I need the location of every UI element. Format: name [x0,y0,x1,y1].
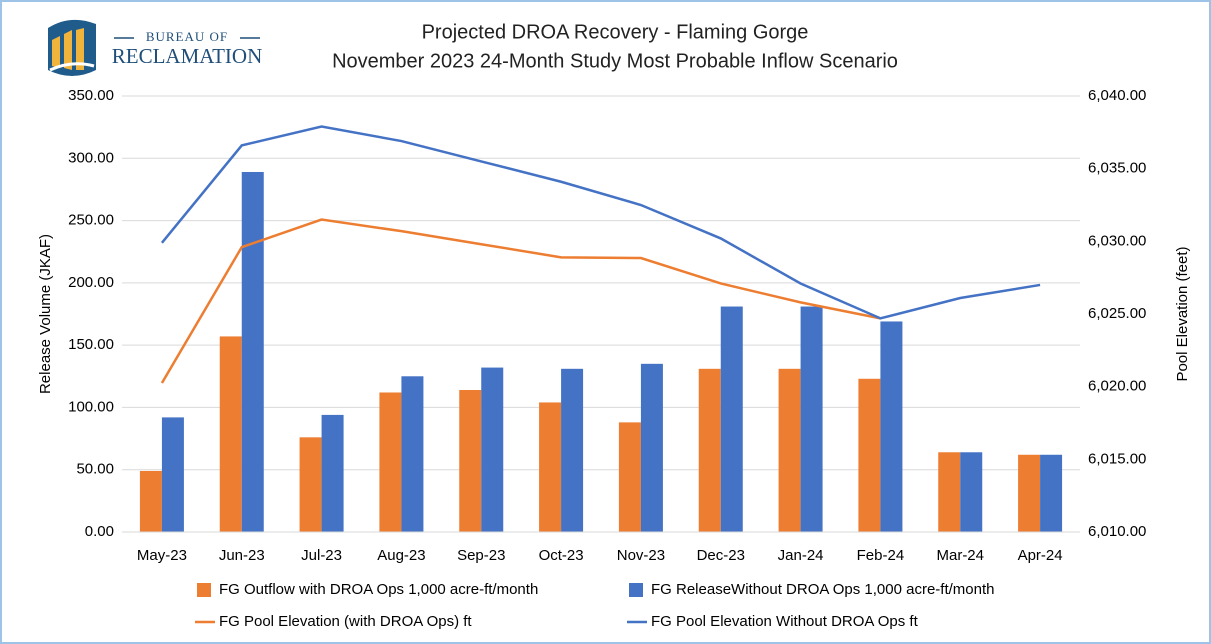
bar [858,378,881,532]
legend-swatch [629,583,643,597]
bar [379,392,402,532]
logo-line1: BUREAU OF [146,29,228,44]
y-tick-label: 350.00 [68,87,114,104]
x-tick-label: Mar-24 [936,547,984,564]
bar [299,437,322,532]
bar [720,306,743,532]
x-tick-label: Jul-23 [301,547,342,564]
bar [321,414,344,532]
logo: BUREAU OF RECLAMATION [48,19,263,76]
y-axis-label: Release Volume (JKAF) [37,234,54,394]
bar [561,368,584,532]
x-tick-label: Nov-23 [617,547,665,564]
y-tick-label: 200.00 [68,274,114,291]
bar [539,402,562,532]
x-tick-label: Jun-23 [219,547,265,564]
legend-swatch [197,583,211,597]
legend-label: FG ReleaseWithout DROA Ops 1,000 acre-ft… [651,581,994,598]
bar [880,321,903,532]
bar [800,306,823,532]
bar [618,422,641,532]
x-tick-label: Dec-23 [697,547,745,564]
legend-label: FG Outflow with DROA Ops 1,000 acre-ft/m… [219,581,538,598]
y-tick-label: 300.00 [68,149,114,166]
bar [778,368,801,532]
bar [1018,454,1041,532]
bar [139,470,162,532]
bar [640,363,663,532]
legend-label: FG Pool Elevation (with DROA Ops) ft [219,613,472,630]
x-tick-label: Oct-23 [539,547,584,564]
bar [459,389,482,532]
bar [938,452,961,532]
bar [401,376,424,532]
y2-tick-label: 6,010.00 [1088,523,1146,540]
legend-label: FG Pool Elevation Without DROA Ops ft [651,613,919,630]
bar [241,171,264,532]
bar [219,336,242,532]
x-tick-label: Jan-24 [778,547,824,564]
y2-tick-label: 6,030.00 [1088,232,1146,249]
x-tick-label: May-23 [137,547,187,564]
chart-subtitle: November 2023 24-Month Study Most Probab… [332,50,898,72]
x-tick-label: Apr-24 [1018,547,1063,564]
y2-axis-label: Pool Elevation (feet) [1174,246,1191,381]
y-tick-label: 100.00 [68,398,114,415]
chart-title: Projected DROA Recovery - Flaming Gorge [422,21,809,43]
y2-tick-label: 6,015.00 [1088,450,1146,467]
y2-tick-label: 6,025.00 [1088,305,1146,322]
bar [481,367,504,532]
bar [698,368,721,532]
x-tick-label: Aug-23 [377,547,425,564]
bar [960,452,983,532]
y-tick-label: 0.00 [85,523,114,540]
logo-line2: RECLAMATION [112,44,263,68]
y-tick-label: 150.00 [68,336,114,353]
x-tick-label: Feb-24 [857,547,905,564]
y2-tick-label: 6,020.00 [1088,378,1146,395]
line [160,125,1041,320]
y-tick-label: 50.00 [76,461,114,478]
y2-tick-label: 6,040.00 [1088,87,1146,104]
line [160,218,881,384]
bar [161,417,184,532]
y-tick-label: 250.00 [68,212,114,229]
bar [1040,454,1063,532]
y2-tick-label: 6,035.00 [1088,160,1146,177]
x-tick-label: Sep-23 [457,547,505,564]
